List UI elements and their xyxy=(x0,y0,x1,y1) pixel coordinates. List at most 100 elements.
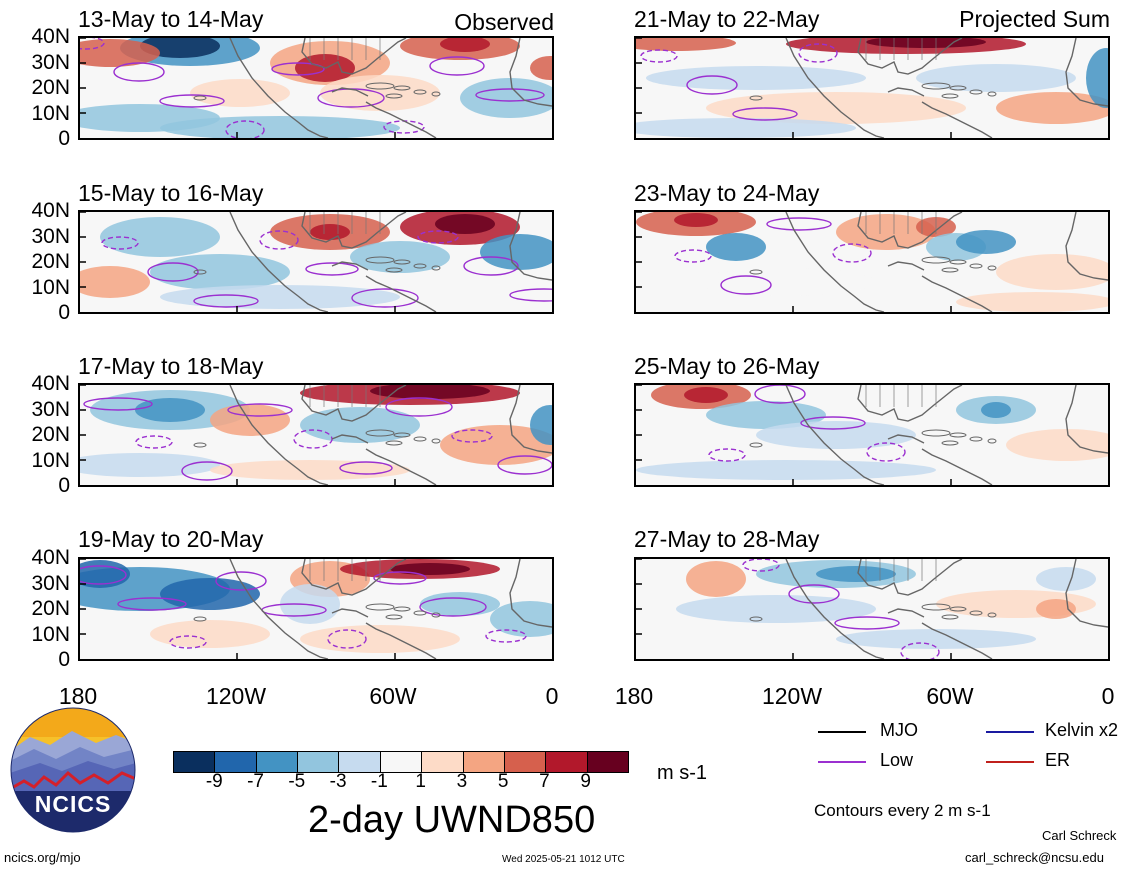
coastline-americas xyxy=(785,38,993,138)
island-outline xyxy=(949,432,967,438)
contour-low xyxy=(419,597,487,617)
map-field xyxy=(636,385,1108,485)
panel-title: 21-May to 22-May xyxy=(634,6,820,32)
anomaly-blob xyxy=(1006,429,1108,461)
lat-tick-label: 0 xyxy=(58,127,70,150)
lat-tick-label: 10N xyxy=(31,448,70,472)
lat-tick-label: 20N xyxy=(31,597,70,620)
anomaly-blob xyxy=(100,217,220,257)
map-field xyxy=(80,38,552,138)
colorbar-tick-label: 1 xyxy=(415,771,426,792)
lat-tick-label: 10N xyxy=(31,275,70,299)
anomaly-blob xyxy=(674,213,718,227)
anomaly-blob xyxy=(1086,48,1108,108)
legend-label-mjo: MJO xyxy=(880,720,918,740)
colorbar-units: m s-1 xyxy=(657,762,707,784)
colorbar-swatch xyxy=(586,752,628,772)
colorbar-tick-label: -7 xyxy=(247,771,264,792)
lat-tick-label: 10N xyxy=(31,101,70,125)
anomaly-blob xyxy=(140,38,220,58)
panel-tag-projected: Projected Sum xyxy=(959,6,1110,32)
contour-low xyxy=(866,442,906,462)
colorbar-tick-label: 9 xyxy=(580,771,591,792)
anomaly-blob xyxy=(80,266,150,298)
coastline-americas xyxy=(229,385,437,485)
anomaly-blob xyxy=(756,421,916,449)
map-panel-observed-2 xyxy=(78,210,554,314)
lon-tick-label: 60W xyxy=(369,683,417,709)
site-url[interactable]: ncics.org/mjo xyxy=(4,850,81,865)
lat-tick-label: 0 xyxy=(58,648,70,671)
anomaly-blob xyxy=(190,79,290,107)
anomaly-blob xyxy=(981,402,1011,418)
island-outline xyxy=(393,259,411,265)
anomaly-blob xyxy=(956,292,1108,312)
island-outline xyxy=(365,256,395,264)
lat-tick-label: 40N xyxy=(31,25,70,48)
contour-low xyxy=(135,435,173,449)
lat-tick-label: 30N xyxy=(31,397,70,421)
island-outline xyxy=(941,93,959,99)
colorbar-tick-label: -3 xyxy=(329,771,347,792)
author-email[interactable]: carl_schreck@ncsu.edu xyxy=(965,850,1104,865)
panel-title: 23-May to 24-May xyxy=(634,180,820,206)
island-outline xyxy=(193,616,207,622)
contour-low xyxy=(147,262,199,282)
map-field xyxy=(636,38,1108,138)
contour-low xyxy=(327,629,367,649)
colorbar-swatch xyxy=(174,752,215,772)
island-outline xyxy=(413,610,427,616)
colorbar-swatch xyxy=(338,752,380,772)
island-outline xyxy=(921,82,951,90)
contour-low xyxy=(339,461,393,475)
lat-tick-label: 0 xyxy=(58,474,70,497)
anomaly-blob xyxy=(706,401,826,429)
contour-low xyxy=(80,38,105,50)
contour-low xyxy=(169,635,207,649)
colorbar-title: 2-day UWND850 xyxy=(308,799,596,841)
contour-low xyxy=(83,397,153,411)
anomaly-blob xyxy=(80,453,220,477)
contour-low xyxy=(181,461,233,481)
colorbar-tick-label: 3 xyxy=(456,771,468,792)
legend-line-low xyxy=(818,761,866,763)
panel-title: 13-May to 14-May xyxy=(78,6,264,32)
contour-low xyxy=(754,385,806,404)
anomaly-blob xyxy=(916,64,1076,92)
contour-low xyxy=(674,249,712,263)
anomaly-blob xyxy=(300,407,420,443)
map-panel-observed-4 xyxy=(78,557,554,661)
island-outline xyxy=(941,440,959,446)
lon-tick-label: 120W xyxy=(205,683,267,709)
panel-title: 25-May to 26-May xyxy=(634,353,820,379)
island-outline xyxy=(393,432,411,438)
contour-low xyxy=(159,94,225,108)
coastline-africa xyxy=(1065,212,1108,281)
anomaly-blob xyxy=(696,268,876,296)
island-outline xyxy=(193,95,207,101)
anomaly-blob xyxy=(836,214,936,250)
coastline-africa xyxy=(509,38,552,107)
anomaly-blob xyxy=(150,620,270,648)
anomaly-blob xyxy=(135,398,205,422)
lat-tick-label: 20N xyxy=(31,250,70,273)
legend-label-er: ER xyxy=(1045,750,1071,770)
island-outline xyxy=(413,263,427,269)
island-outline xyxy=(949,85,967,91)
contour-low xyxy=(193,294,259,308)
island-outline xyxy=(193,442,207,448)
contour-low xyxy=(788,584,840,604)
contour-low xyxy=(686,75,738,95)
map-panel-observed-1 xyxy=(78,36,554,140)
contour-low xyxy=(742,559,780,572)
island-outline xyxy=(969,436,983,442)
panel-tag-observed: Observed xyxy=(454,9,554,35)
island-outline xyxy=(749,95,763,101)
island-outline xyxy=(431,91,441,97)
lat-tick-label: 0 xyxy=(58,301,70,324)
colorbar xyxy=(173,751,629,773)
anomaly-blob xyxy=(310,224,350,240)
legend-line-mjo xyxy=(818,731,866,733)
island-outline xyxy=(749,269,763,275)
anomaly-blob xyxy=(160,285,400,309)
